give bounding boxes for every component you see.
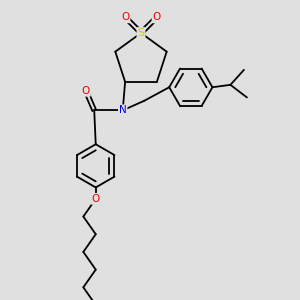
Text: O: O	[92, 194, 100, 204]
Text: O: O	[152, 12, 161, 22]
Text: O: O	[82, 86, 90, 96]
Text: O: O	[121, 12, 130, 22]
Text: S: S	[137, 28, 145, 38]
Text: N: N	[119, 105, 127, 115]
